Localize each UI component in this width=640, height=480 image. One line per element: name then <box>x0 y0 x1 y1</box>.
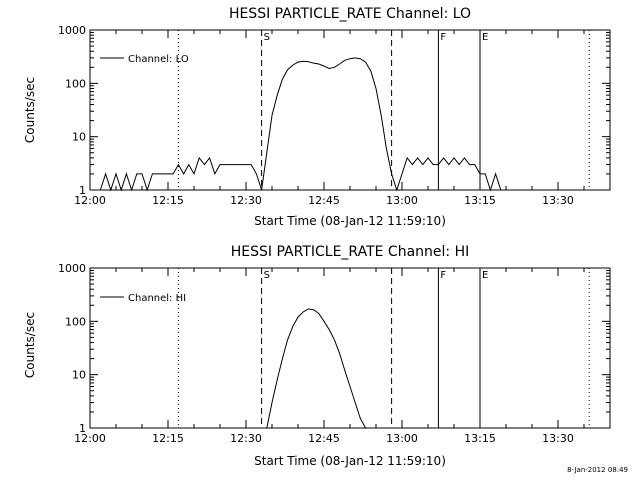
x-tick-label: 12:30 <box>230 432 262 445</box>
x-tick-label: 13:00 <box>386 432 418 445</box>
series-line-hi <box>266 308 367 429</box>
x-tick-label: 13:30 <box>542 432 574 445</box>
event-marker-label: F <box>440 32 446 43</box>
x-tick-label: 12:15 <box>152 432 184 445</box>
event-marker-label: S <box>264 32 270 43</box>
x-axis-label-hi: Start Time (08-Jan-12 11:59:10) <box>254 454 446 468</box>
x-tick-label: 12:30 <box>230 194 262 207</box>
series-line-lo <box>99 57 502 192</box>
y-tick-label: 1 <box>79 184 86 197</box>
y-axis-label-lo: Counts/sec <box>23 77 37 143</box>
x-tick-label: 12:00 <box>74 432 106 445</box>
legend-label-lo: Channel: LO <box>128 54 189 65</box>
x-tick-label: 13:30 <box>542 194 574 207</box>
legend-label-hi: Channel: HI <box>128 293 186 304</box>
chart-panel-lo: HESSI PARTICLE_RATE Channel: LO Start Ti… <box>23 6 611 228</box>
y-tick-label: 100 <box>65 77 86 90</box>
x-axis-label-lo: Start Time (08-Jan-12 11:59:10) <box>254 214 446 228</box>
event-marker-label: S <box>264 270 270 281</box>
event-marker-label: E <box>482 32 488 43</box>
y-tick-label: 100 <box>65 315 86 328</box>
chart-title-lo: HESSI PARTICLE_RATE Channel: LO <box>229 6 471 22</box>
event-marker-label: E <box>482 270 488 281</box>
x-tick-label: 12:00 <box>74 194 106 207</box>
y-axis-label-hi: Counts/sec <box>23 312 37 378</box>
y-tick-label: 1000 <box>58 24 86 37</box>
footer-timestamp: 8-Jan-2012 08:49 <box>567 466 628 474</box>
y-tick-label: 10 <box>72 131 86 144</box>
x-tick-label: 13:15 <box>464 194 496 207</box>
y-tick-label: 1 <box>79 422 86 435</box>
chart-title-hi: HESSI PARTICLE_RATE Channel: HI <box>231 244 469 260</box>
event-marker-label: F <box>440 270 446 281</box>
chart-panel-hi: HESSI PARTICLE_RATE Channel: HI Start Ti… <box>23 244 611 468</box>
x-tick-label: 12:45 <box>308 194 340 207</box>
y-tick-label: 10 <box>72 369 86 382</box>
x-tick-label: 13:00 <box>386 194 418 207</box>
x-tick-label: 12:45 <box>308 432 340 445</box>
plot-frame-hi <box>89 267 611 429</box>
x-tick-label: 12:15 <box>152 194 184 207</box>
x-tick-label: 13:15 <box>464 432 496 445</box>
y-tick-label: 1000 <box>58 262 86 275</box>
